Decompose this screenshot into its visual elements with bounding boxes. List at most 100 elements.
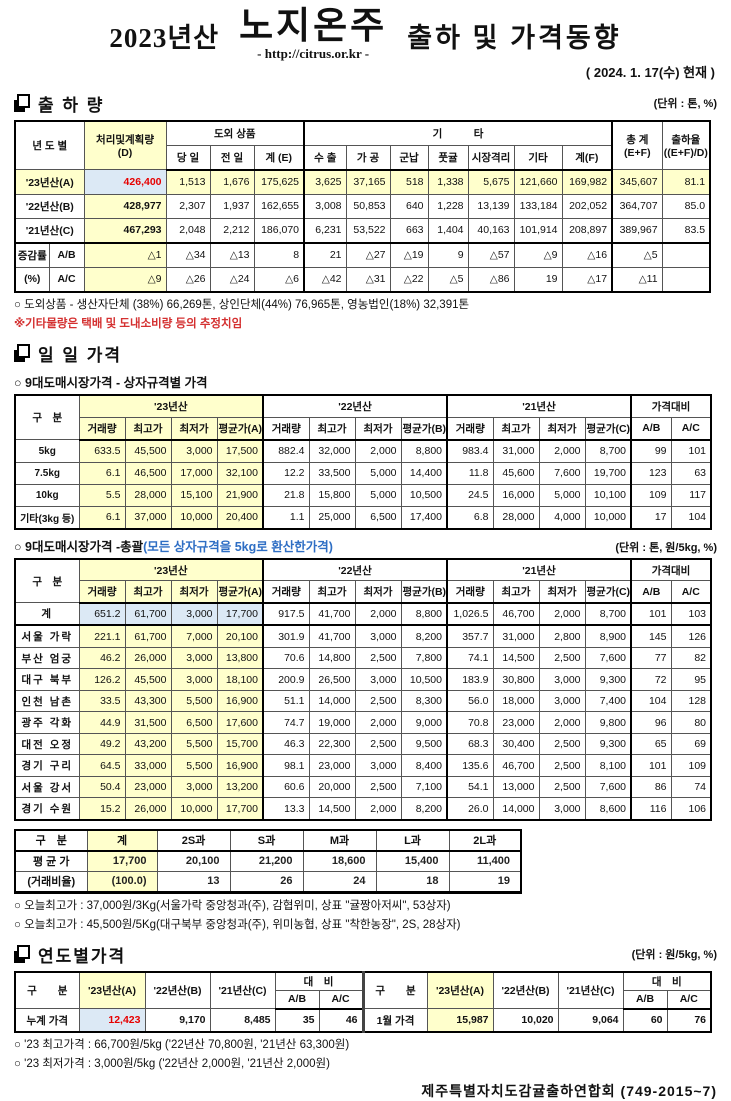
- table-cell: △27: [345, 242, 391, 268]
- table-cell: 72: [630, 668, 672, 691]
- header-year-22: '22년산: [262, 394, 448, 418]
- table-row: 광주 각화 44.9 31,500 6,500 17,600 74.7 19,000 2,00…: [14, 711, 712, 734]
- table-cell: 8,700: [584, 439, 632, 463]
- table-cell: △5: [427, 266, 469, 293]
- table-cell: 20,400: [216, 505, 264, 530]
- header-processing: 가 공: [345, 144, 391, 171]
- subheader: 거래량: [446, 580, 494, 604]
- table-cell: 43,200: [124, 732, 172, 756]
- table-cell: 8: [253, 242, 305, 268]
- header-year-23: '23년산(A): [78, 971, 146, 1010]
- table-cell: 2,000: [538, 602, 586, 626]
- table-cell: 31,000: [492, 624, 540, 648]
- section-square-icon: [14, 94, 30, 113]
- section-title: 일 일 가격: [38, 345, 123, 365]
- header-ratio: 대 비: [274, 971, 364, 991]
- subheader: 평균가(A): [216, 580, 264, 604]
- table-cell: 98.1: [262, 754, 310, 777]
- table-cell: △86: [467, 266, 515, 293]
- table-cell: △9: [83, 266, 167, 293]
- table-cell: 101,914: [513, 217, 563, 244]
- table-cell: 49.2: [78, 732, 126, 756]
- table-cell: 103: [670, 602, 712, 626]
- header-total-line1: 총 계: [626, 134, 649, 147]
- table-cell: 23,000: [308, 754, 356, 777]
- table-cell: 17,500: [216, 439, 264, 463]
- subheader: 최고가: [308, 580, 356, 604]
- table-cell: 7,400: [584, 689, 632, 713]
- table-cell: (100.0): [86, 870, 158, 893]
- row-label: '22년산(B): [14, 193, 85, 219]
- table-row: (%) A/C △9 △26 △24 △6 △42 △31 △22 △5 △86 19 △17 △11: [14, 266, 711, 293]
- table-cell: 2,500: [538, 732, 586, 756]
- table-cell: 70.8: [446, 711, 494, 734]
- table-cell: △57: [467, 242, 515, 268]
- table-cell: 23,000: [492, 711, 540, 734]
- table-cell: 10,500: [400, 483, 448, 507]
- daily-note-1: ○ 오늘최고가 : 37,000원/3Kg(서울가락 중앙청과(주), 감협위미…: [14, 899, 451, 912]
- table-cell: 2,500: [538, 775, 586, 799]
- table-cell: 33,000: [124, 754, 172, 777]
- table-cell: 10,100: [584, 483, 632, 507]
- subheader: A/C: [670, 416, 712, 441]
- table-cell: 8,200: [400, 624, 448, 648]
- table-cell: △16: [561, 242, 613, 268]
- table-row: 증감률 A/B △1 △34 △13 8 21 △27 △19 9 △57 △9 △16 △5: [14, 242, 711, 268]
- shipment-note-1: ○ 도외상품 - 생산자단체 (38%) 66,269톤, 상인단체(44%) …: [14, 298, 470, 311]
- table-cell: 46.3: [262, 732, 310, 756]
- table-cell: 15,400: [375, 850, 450, 872]
- table-cell: △26: [165, 266, 211, 293]
- table-cell: 345,607: [611, 169, 663, 195]
- table-cell: 426,400: [83, 169, 167, 195]
- row-label: 누계 가격: [14, 1008, 80, 1033]
- table-row: 대구 북부 126.2 45,500 3,000 18,100 200.9 26,500 3,…: [14, 668, 712, 691]
- table-cell: △22: [389, 266, 429, 293]
- table-cell: 5,500: [170, 689, 218, 713]
- table-cell: 10,000: [584, 505, 632, 530]
- table-cell: 183.9: [446, 668, 494, 691]
- table-cell: 1,676: [209, 169, 255, 195]
- table-cell: 85.0: [661, 193, 711, 219]
- header-s: S과: [229, 829, 304, 852]
- table-row: 부산 엄궁 46.2 26,000 3,000 13,800 70.6 14,800 2,50…: [14, 646, 712, 670]
- table-cell: 8,800: [400, 439, 448, 463]
- table-cell: 20,000: [308, 775, 356, 799]
- header-year-23: '23년산: [78, 558, 264, 582]
- table-cell: 26,000: [124, 797, 172, 821]
- table-cell: 135.6: [446, 754, 494, 777]
- subheader-ac: A/C: [666, 989, 712, 1010]
- table-cell: 53,522: [345, 217, 391, 244]
- table-cell: 83.5: [661, 217, 711, 244]
- table-cell: 133,184: [513, 193, 563, 219]
- table-cell: 162,655: [253, 193, 305, 219]
- table-cell: 4,000: [538, 505, 586, 530]
- table-cell: 50,853: [345, 193, 391, 219]
- table-cell: 6.1: [78, 505, 126, 530]
- table-cell: 3,008: [303, 193, 347, 219]
- title-url: - http://citrus.or.kr -: [257, 45, 370, 61]
- table-cell: [661, 242, 711, 268]
- table-cell: 21: [303, 242, 347, 268]
- table-cell: 109: [670, 754, 712, 777]
- table-row: 기타(3kg 등) 6.1 37,000 10,000 20,400 1.1 25,000 6…: [14, 505, 712, 530]
- table-cell: 882.4: [262, 439, 310, 463]
- row-label: 서울 가락: [14, 624, 80, 648]
- table-row: '23년산(A) 426,400 1,513 1,676 175,625 3,625 37,…: [14, 169, 711, 195]
- subheader: 최저가: [538, 416, 586, 441]
- table-cell: 13,139: [467, 193, 515, 219]
- table-cell: 3,000: [538, 797, 586, 821]
- table-cell: 2,500: [354, 732, 402, 756]
- table-cell: 2,000: [354, 439, 402, 463]
- table-cell: 202,052: [561, 193, 613, 219]
- header-category: 구 분: [361, 971, 428, 1010]
- table-cell: 5,000: [354, 483, 402, 507]
- table-cell: [661, 266, 711, 293]
- subheader: 최저가: [354, 416, 402, 441]
- table-cell: 651.2: [78, 602, 126, 626]
- subheader: 거래량: [262, 416, 310, 441]
- header-export: 수 출: [303, 144, 347, 171]
- table-cell: 169,982: [561, 169, 613, 195]
- table-cell: 30,400: [492, 732, 540, 756]
- header-group-etc: 기 타: [303, 120, 613, 146]
- table-cell: 8,485: [209, 1008, 276, 1033]
